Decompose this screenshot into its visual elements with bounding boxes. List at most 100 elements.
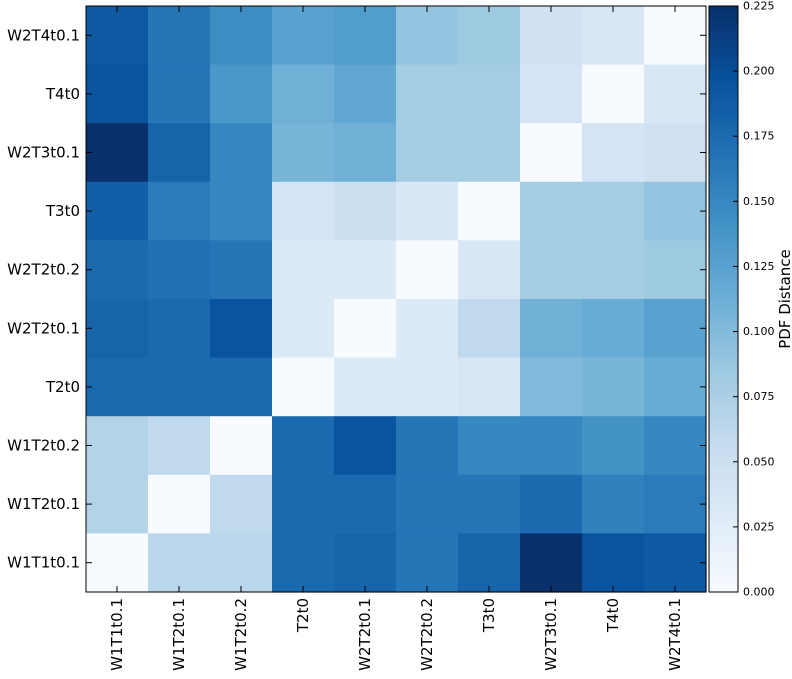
colorbar-tick-label: 0.100 (743, 325, 775, 338)
heatmap-cell (520, 416, 583, 476)
y-tick-label: T2t0 (45, 378, 80, 396)
heatmap-cell (86, 533, 149, 593)
heatmap-cell (582, 64, 645, 124)
heatmap-cell (458, 64, 521, 124)
heatmap-cell (458, 474, 521, 534)
heatmap-cell (520, 123, 583, 183)
colorbar-tick-label: 0.200 (743, 65, 775, 78)
heatmap-cell (148, 357, 211, 417)
heatmap-cell (86, 474, 149, 534)
heatmap-cell (272, 123, 335, 183)
heatmap-cell (396, 416, 459, 476)
heatmap-cell (644, 240, 707, 300)
heatmap-cell (210, 357, 273, 417)
heatmap-cell (86, 6, 149, 66)
heatmap-cell (520, 240, 583, 300)
heatmap-cell (644, 299, 707, 359)
heatmap-cell (582, 299, 645, 359)
heatmap-cell (210, 64, 273, 124)
heatmap-cell (210, 123, 273, 183)
heatmap-cells (86, 6, 707, 593)
heatmap-cell (272, 533, 335, 593)
colorbar-tick-label: 0.075 (743, 390, 775, 403)
y-tick-label: T4t0 (45, 85, 80, 103)
heatmap-cell (582, 533, 645, 593)
colorbar-tick-label: 0.025 (743, 520, 775, 533)
x-tick-label: W2T2t0.2 (418, 598, 436, 671)
x-tick-label: W2T4t0.1 (666, 598, 684, 671)
colorbar-tick-label: 0.125 (743, 260, 775, 273)
heatmap-cell (210, 6, 273, 66)
heatmap-cell (458, 533, 521, 593)
heatmap-cell (396, 474, 459, 534)
heatmap-cell (86, 416, 149, 476)
heatmap-cell (148, 6, 211, 66)
x-tick-label: T2t0 (294, 598, 312, 633)
heatmap-cell (210, 240, 273, 300)
colorbar-tick-label: 0.050 (743, 455, 775, 468)
heatmap-cell (520, 64, 583, 124)
heatmap-cell (334, 240, 397, 300)
heatmap-cell (86, 240, 149, 300)
heatmap-cell (148, 533, 211, 593)
heatmap-cell (272, 416, 335, 476)
heatmap-cell (644, 533, 707, 593)
heatmap-cell (272, 64, 335, 124)
x-tick-label: T3t0 (480, 598, 498, 633)
colorbar-ticks: 0.000 0.025 0.050 0.075 0.100 0.125 0.150 0.175… (733, 0, 775, 599)
heatmap-cell (272, 299, 335, 359)
y-tick-label: T3t0 (45, 202, 80, 220)
heatmap-cell (148, 123, 211, 183)
colorbar-label: PDF Distance (776, 249, 792, 349)
heatmap-cell (458, 6, 521, 66)
heatmap-cell (582, 240, 645, 300)
heatmap-cell (272, 6, 335, 66)
heatmap-cell (334, 64, 397, 124)
heatmap-cell (582, 474, 645, 534)
y-tick-label: W1T2t0.1 (7, 495, 80, 513)
heatmap-cell (396, 357, 459, 417)
heatmap-cell (644, 6, 707, 66)
heatmap-cell (520, 181, 583, 241)
y-tick-label: W2T4t0.1 (7, 26, 80, 44)
x-tick-label: W1T2t0.1 (170, 598, 188, 671)
heatmap-cell (396, 123, 459, 183)
heatmap-cell (86, 64, 149, 124)
y-tick-labels: W2T4t0.1 T4t0 W2T3t0.1 T3t0 W2T2t0.2 W2T2t0.1… (7, 26, 706, 572)
heatmap-cell (396, 181, 459, 241)
y-tick-label: W2T3t0.1 (7, 144, 80, 162)
heatmap-cell (210, 416, 273, 476)
x-tick-label: W2T2t0.1 (356, 598, 374, 671)
heatmap-cell (520, 474, 583, 534)
heatmap-cell (148, 240, 211, 300)
heatmap-cell (396, 6, 459, 66)
plot-frame (85, 5, 707, 593)
heatmap-cell (334, 299, 397, 359)
heatmap-cell (334, 357, 397, 417)
heatmap-cell (86, 299, 149, 359)
heatmap-cell (520, 357, 583, 417)
y-tick-label: W1T2t0.2 (7, 437, 80, 455)
heatmap-cell (210, 181, 273, 241)
heatmap-cell (396, 240, 459, 300)
heatmap-cell (644, 416, 707, 476)
colorbar-tick-label: 0.150 (743, 195, 775, 208)
heatmap-cell (210, 299, 273, 359)
heatmap-cell (458, 299, 521, 359)
x-tick-label: T4t0 (604, 598, 622, 633)
heatmap-cell (644, 123, 707, 183)
colorbar-tick-label: 0.225 (743, 0, 775, 13)
heatmap-cell (272, 240, 335, 300)
heatmap-cell (644, 357, 707, 417)
heatmap-cell (86, 357, 149, 417)
heatmap-cell (148, 181, 211, 241)
heatmap-cell (396, 299, 459, 359)
heatmap-cell (334, 123, 397, 183)
heatmap-cell (582, 123, 645, 183)
heatmap-cell (520, 6, 583, 66)
y-tick-label: W2T2t0.1 (7, 319, 80, 337)
heatmap-cell (148, 474, 211, 534)
colorbar-tick-label: 0.175 (743, 130, 775, 143)
heatmap-cell (334, 533, 397, 593)
heatmap-cell (582, 6, 645, 66)
